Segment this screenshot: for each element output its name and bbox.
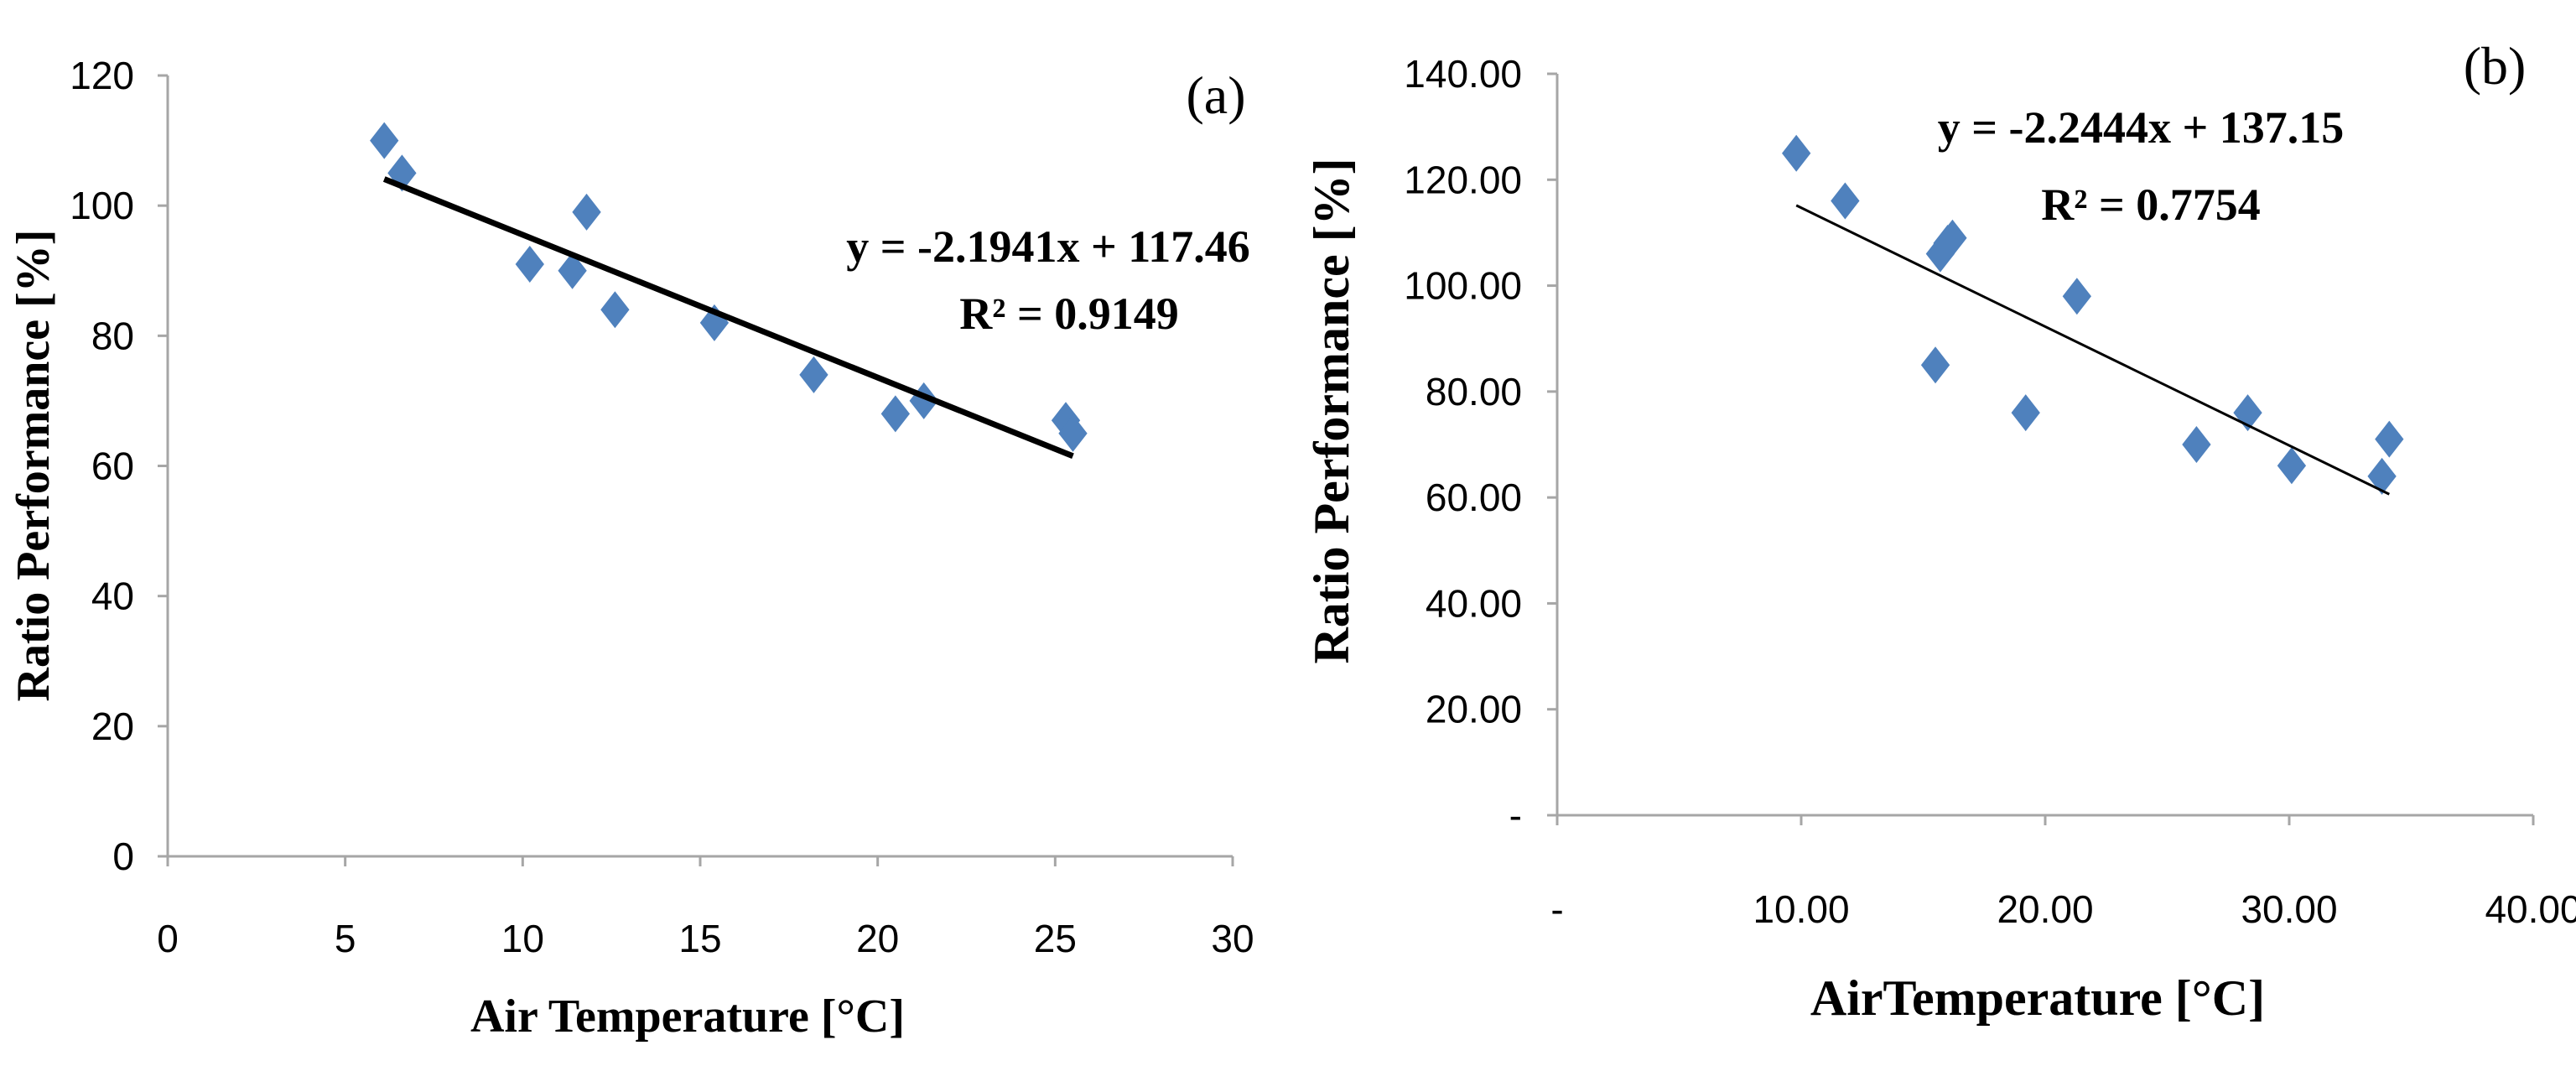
chart-b-x-tick-label: 40.00	[2485, 887, 2576, 931]
chart-b-data-point	[2062, 278, 2091, 315]
chart-a-x-tick-label: 5	[335, 917, 356, 960]
chart-b-r-squared: R² = 0.7754	[2041, 179, 2260, 230]
chart-b-y-tick-label: 80.00	[1426, 370, 1522, 413]
chart-a-data-point	[799, 356, 828, 393]
chart-b-x-tick-label: 30.00	[2241, 887, 2337, 931]
chart-a-data-point	[515, 245, 544, 283]
chart-b-y-tick-label: 60.00	[1426, 476, 1522, 519]
chart-a-x-tick-label: 15	[678, 917, 721, 960]
chart-a-equation: y = -2.1941x + 117.46	[846, 221, 1250, 272]
chart-a-y-tick-label: 100	[70, 184, 134, 227]
chart-b-panel-label: (b)	[2464, 36, 2527, 96]
chart-a-r-squared: R² = 0.9149	[959, 289, 1178, 339]
chart-b-y-axis-title: Ratio Performance [%]	[1304, 158, 1359, 663]
chart-b-x-tick-label: 20.00	[1997, 887, 2093, 931]
chart-a-trendline	[382, 176, 1074, 460]
chart-b-data-point	[2375, 420, 2404, 458]
chart-a-x-tick-label: 30	[1211, 917, 1254, 960]
chart-a-y-axis-title: Ratio Performance [%]	[8, 230, 60, 702]
chart-b-y-tick-label: 140.00	[1404, 52, 1522, 96]
chart-b-data-point	[2011, 394, 2040, 432]
chart-a-data-point	[370, 122, 399, 159]
chart-b-data-point	[1938, 219, 1967, 257]
chart-a-x-tick-label: 10	[501, 917, 544, 960]
chart-a-y-tick-label: 0	[112, 835, 134, 878]
chart-b-y-tick-label: 20.00	[1426, 688, 1522, 731]
chart-a-data-point	[572, 193, 601, 231]
chart-a-x-axis-title: Air Temperature [°C]	[470, 991, 905, 1043]
chart-a-data-point	[600, 291, 630, 329]
chart-b-data-point	[2182, 426, 2211, 463]
chart-b-y-tick-label: 120.00	[1404, 158, 1522, 201]
chart-a-x-tick-label: 20	[856, 917, 899, 960]
chart-b-data-point	[2277, 447, 2307, 485]
chart-b-data-point	[1782, 134, 1811, 172]
chart-b-x-tick-label: 10.00	[1753, 887, 1849, 931]
chart-b-data-point	[2367, 457, 2397, 495]
chart-b-y-tick-label: 40.00	[1426, 581, 1522, 625]
chart-a-y-tick-label: 20	[91, 705, 134, 748]
chart-a-data-point	[558, 252, 587, 289]
chart-a-y-tick-label: 40	[91, 575, 134, 618]
chart-a-x-tick-label: 0	[157, 917, 179, 960]
chart-b-equation: y = -2.2444x + 137.15	[1938, 102, 2345, 153]
chart-b-trendline	[1795, 204, 2390, 496]
chart-a-y-tick-label: 80	[91, 314, 134, 357]
chart-a-x-tick-label: 25	[1034, 917, 1077, 960]
chart-b-y-tick-label: 100.00	[1404, 264, 1522, 308]
chart-a-data-point	[880, 395, 910, 433]
chart-a-y-tick-label: 120	[70, 54, 134, 97]
chart-a-data-point	[1058, 414, 1088, 452]
chart-b: - 20.00 40.00 60.00 80.00 100.00 120.00 140.00 -…	[1304, 36, 2576, 1026]
chart-b-y-tick-label: -	[1509, 793, 1522, 837]
chart-b-data-point	[1920, 346, 1950, 384]
chart-a-panel-label: (a)	[1186, 65, 1245, 125]
chart-a: 0 20 40 60 80 100 120 0 5 10 15 20 25 30 (a) y = -2.1…	[8, 54, 1254, 1043]
chart-a-y-tick-label: 60	[91, 445, 134, 488]
chart-b-x-axis-title: AirTemperature [°C]	[1810, 970, 2265, 1026]
chart-b-data-point	[1831, 182, 1860, 220]
chart-b-x-tick-label: -	[1550, 887, 1563, 931]
